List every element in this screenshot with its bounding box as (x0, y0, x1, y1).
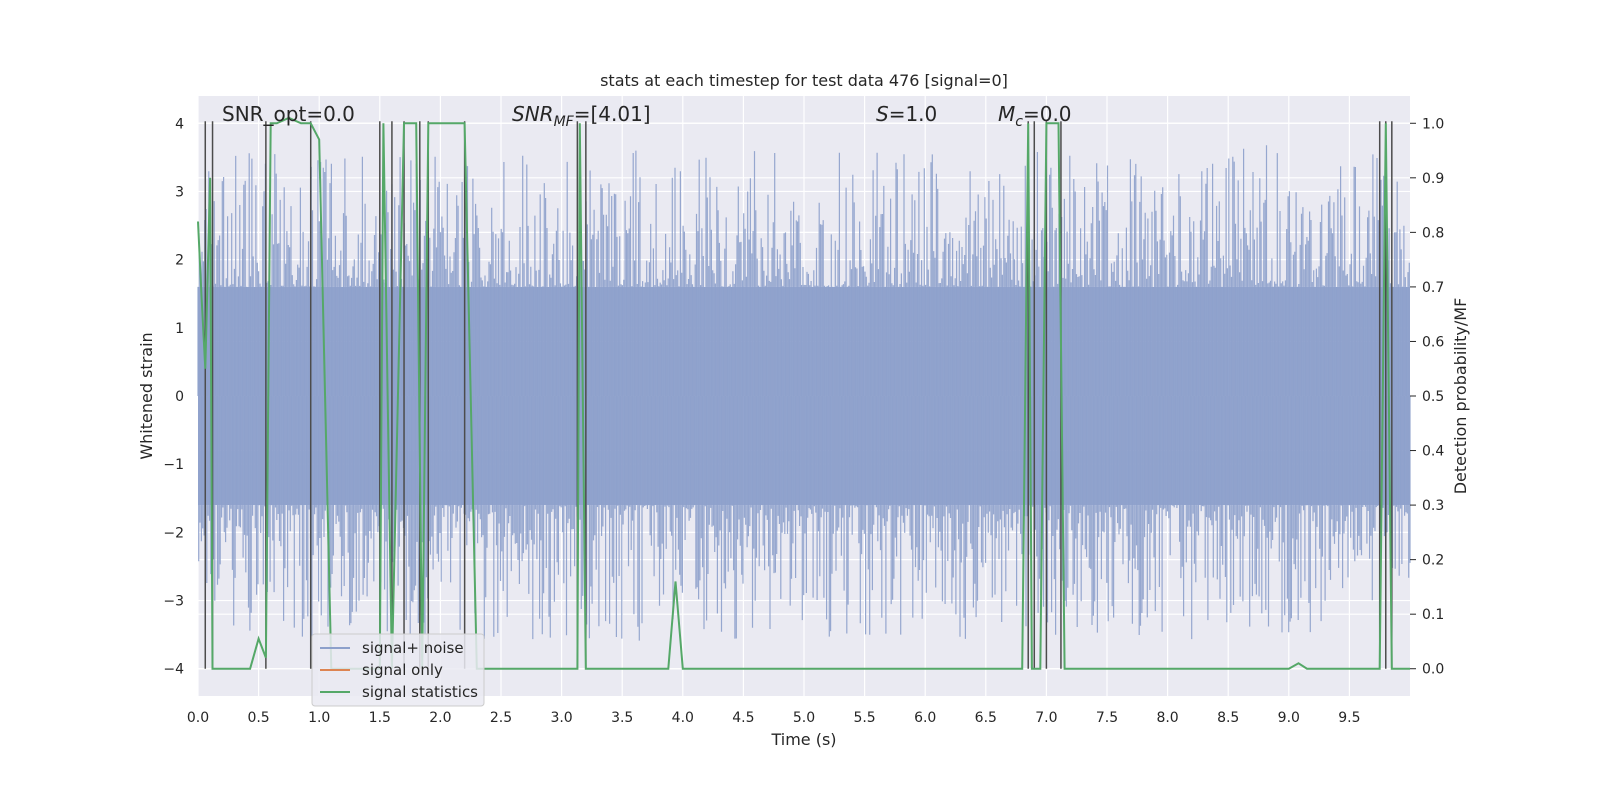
y2-ticks: 0.0 0.1 0.2 0.3 0.4 0.5 0.6 0.7 0.8 0.9 1.0 (1410, 116, 1444, 678)
x-ticks: 0.0 0.5 1.0 1.5 2.0 2.5 3.0 3.5 4.0 4.5 5.0 5.5 6.0 6… (187, 710, 1361, 726)
x-tick-label: 1.5 (369, 710, 391, 726)
x-tick-label: 9.0 (1278, 710, 1300, 726)
snr-mf-subscript: MF (554, 114, 575, 130)
y-tick-label: −3 (163, 594, 184, 610)
y2-tick-label: 0.1 (1422, 607, 1444, 623)
s-value: =1.0 (889, 102, 938, 126)
legend-label-signal-statistics: signal statistics (362, 683, 478, 701)
legend: signal+ noise signal only signal statist… (311, 633, 485, 707)
x-tick-label: 8.0 (1156, 710, 1178, 726)
legend-box (311, 633, 485, 707)
x-tick-label: 2.5 (490, 710, 512, 726)
x-tick-label: 6.5 (975, 710, 997, 726)
legend-label-signal-noise: signal+ noise (362, 639, 464, 657)
x-tick-label: 3.0 (550, 710, 572, 726)
y-tick-label: −4 (163, 662, 184, 678)
s-symbol: S (876, 102, 889, 126)
x-axis-label: Time (s) (770, 730, 836, 749)
x-tick-label: 3.5 (611, 710, 633, 726)
s-annotation: S=1.0 (876, 102, 937, 126)
statistics-series (197, 116, 1410, 670)
y-tick-label: 3 (175, 184, 184, 200)
y2-tick-label: 0.9 (1422, 171, 1444, 187)
snr-mf-value: =[4.01] (574, 102, 651, 126)
mc-annotation: Mc=0.0 (998, 102, 1072, 130)
mc-value: =0.0 (1023, 102, 1072, 126)
snr-opt-annotation: SNR_opt=0.0 (222, 102, 355, 126)
y-tick-label: −1 (163, 457, 184, 473)
statistics-line (197, 116, 1410, 670)
x-tick-label: 2.0 (429, 710, 451, 726)
legend-label-signal-only: signal only (362, 661, 443, 679)
annotations: SNR_opt=0.0 SNRMF=[4.01] S=1.0 Mc=0.0 (222, 102, 1072, 130)
x-tick-label: 4.5 (732, 710, 754, 726)
y2-tick-label: 0.5 (1422, 389, 1444, 405)
y2-tick-label: 0.6 (1422, 334, 1444, 350)
x-tick-label: 7.0 (1035, 710, 1057, 726)
y2-tick-label: 0.0 (1422, 662, 1444, 678)
y2-tick-label: 0.3 (1422, 498, 1444, 514)
x-tick-label: 7.5 (1096, 710, 1118, 726)
y-tick-label: 1 (175, 321, 184, 337)
snr-mf-annotation: SNRMF=[4.01] (512, 102, 651, 130)
y2-axis-label: Detection probability/MF (1451, 298, 1470, 495)
snr-mf-symbol: SNR (512, 102, 554, 126)
x-tick-label: 6.0 (914, 710, 936, 726)
x-tick-label: 0.5 (247, 710, 269, 726)
mc-subscript: c (1015, 114, 1023, 130)
y2-tick-label: 0.2 (1422, 553, 1444, 569)
mc-symbol: M (998, 102, 1015, 126)
y2-tick-label: 0.4 (1422, 444, 1444, 460)
y-tick-label: −2 (163, 525, 184, 541)
y-tick-label: 2 (175, 253, 184, 269)
y-tick-label: 0 (175, 389, 184, 405)
chart-title: stats at each timestep for test data 476… (600, 71, 1008, 90)
y-tick-label: 4 (175, 116, 184, 132)
y-ticks: −4 −3 −2 −1 0 1 2 3 4 (163, 116, 184, 677)
y2-tick-label: 1.0 (1422, 116, 1444, 132)
x-tick-label: 4.0 (672, 710, 694, 726)
x-tick-label: 0.0 (187, 710, 209, 726)
x-tick-label: 9.5 (1338, 710, 1360, 726)
x-tick-label: 8.5 (1217, 710, 1239, 726)
y-axis-label: Whitened strain (137, 332, 156, 459)
x-tick-label: 5.5 (853, 710, 875, 726)
x-tick-label: 5.0 (793, 710, 815, 726)
x-tick-label: 1.0 (308, 710, 330, 726)
y2-tick-label: 0.7 (1422, 280, 1444, 296)
y2-tick-label: 0.8 (1422, 225, 1444, 241)
